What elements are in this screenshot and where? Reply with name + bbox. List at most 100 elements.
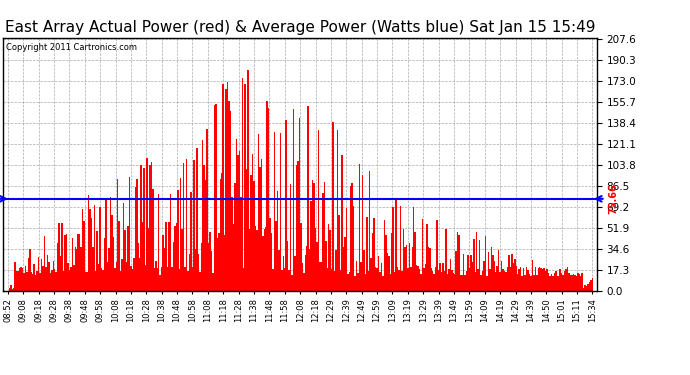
Bar xyxy=(400,206,402,291)
Bar xyxy=(167,267,168,291)
Bar xyxy=(213,273,214,291)
Bar xyxy=(440,263,441,291)
Bar xyxy=(274,132,275,291)
Bar xyxy=(391,232,393,291)
Bar xyxy=(575,276,577,291)
Bar xyxy=(493,261,495,291)
Bar xyxy=(172,242,174,291)
Bar xyxy=(269,218,271,291)
Bar xyxy=(329,230,331,291)
Bar xyxy=(423,268,424,291)
Bar xyxy=(119,221,120,291)
Bar xyxy=(592,279,593,291)
Bar xyxy=(209,232,210,291)
Bar xyxy=(37,272,38,291)
Bar xyxy=(428,247,429,291)
Bar xyxy=(60,256,61,291)
Bar xyxy=(339,270,341,291)
Bar xyxy=(148,228,149,291)
Bar xyxy=(268,108,269,291)
Bar xyxy=(480,274,482,291)
Bar xyxy=(390,274,391,291)
Bar xyxy=(454,274,455,291)
Bar xyxy=(446,274,448,291)
Bar xyxy=(511,254,513,291)
Bar xyxy=(514,260,515,291)
Bar xyxy=(543,268,545,291)
Bar xyxy=(382,276,384,291)
Bar xyxy=(315,228,316,291)
Bar xyxy=(299,117,300,291)
Bar xyxy=(467,255,469,291)
Bar xyxy=(222,84,224,291)
Bar xyxy=(233,224,234,291)
Bar xyxy=(54,269,55,291)
Bar xyxy=(179,269,180,291)
Bar xyxy=(279,134,281,291)
Bar xyxy=(482,271,483,291)
Bar xyxy=(549,276,551,291)
Bar xyxy=(577,273,578,291)
Bar xyxy=(475,272,476,291)
Bar xyxy=(295,256,296,291)
Bar xyxy=(201,243,202,291)
Bar xyxy=(106,200,107,291)
Bar xyxy=(536,275,538,291)
Bar xyxy=(224,235,226,291)
Bar xyxy=(111,216,112,291)
Bar xyxy=(17,271,19,291)
Text: 75.66: 75.66 xyxy=(609,183,618,214)
Bar xyxy=(540,268,542,291)
Bar xyxy=(334,270,335,291)
Bar xyxy=(146,158,148,291)
Bar xyxy=(190,192,192,291)
Bar xyxy=(362,175,363,291)
Bar xyxy=(469,268,470,291)
Bar xyxy=(63,271,64,291)
Bar xyxy=(530,276,532,291)
Bar xyxy=(252,154,253,291)
Bar xyxy=(359,164,360,291)
Bar xyxy=(321,262,322,291)
Bar xyxy=(497,266,498,291)
Bar xyxy=(59,223,60,291)
Bar xyxy=(369,171,371,291)
Bar xyxy=(453,273,454,291)
Bar xyxy=(35,276,37,291)
Bar xyxy=(206,129,208,291)
Bar xyxy=(557,276,558,291)
Bar xyxy=(217,238,218,291)
Bar xyxy=(317,130,319,291)
Bar xyxy=(43,236,46,291)
Bar xyxy=(181,230,183,291)
Bar xyxy=(296,165,297,291)
Bar xyxy=(32,274,34,291)
Bar xyxy=(526,267,527,291)
Bar xyxy=(176,223,177,291)
Bar xyxy=(199,272,201,291)
Bar xyxy=(515,267,517,291)
Bar xyxy=(420,274,422,291)
Bar xyxy=(328,224,329,291)
Bar xyxy=(99,207,101,291)
Bar xyxy=(180,178,181,291)
Bar xyxy=(476,232,477,291)
Bar xyxy=(80,248,82,291)
Bar xyxy=(445,229,446,291)
Bar xyxy=(580,276,582,291)
Bar xyxy=(14,262,16,291)
Bar xyxy=(524,275,526,291)
Bar xyxy=(189,254,190,291)
Bar xyxy=(381,263,382,291)
Bar xyxy=(343,247,344,291)
Bar xyxy=(42,266,43,291)
Bar xyxy=(444,271,445,291)
Bar xyxy=(353,206,355,291)
Bar xyxy=(316,242,317,291)
Bar xyxy=(76,249,77,291)
Bar xyxy=(338,215,339,291)
Bar xyxy=(283,256,284,291)
Bar xyxy=(571,275,573,291)
Bar xyxy=(520,267,522,291)
Bar xyxy=(28,258,29,291)
